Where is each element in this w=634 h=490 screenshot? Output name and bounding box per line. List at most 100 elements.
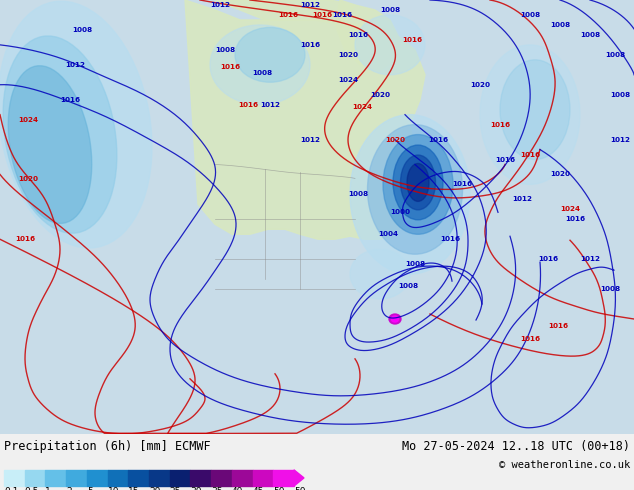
Text: 1012: 1012: [512, 196, 532, 202]
Ellipse shape: [407, 164, 429, 201]
Ellipse shape: [355, 15, 425, 75]
Bar: [4, 470, 25, 486]
Text: 50: 50: [294, 487, 306, 490]
Bar: [46, 470, 66, 486]
Text: 1008: 1008: [520, 12, 540, 18]
Text: 10: 10: [108, 487, 119, 490]
Text: 1016: 1016: [452, 181, 472, 188]
Text: 1020: 1020: [550, 172, 570, 177]
Text: 1008: 1008: [380, 7, 400, 13]
Ellipse shape: [3, 36, 117, 233]
Text: 1024: 1024: [18, 117, 38, 122]
Text: 1016: 1016: [238, 101, 258, 108]
Text: 1008: 1008: [215, 47, 235, 53]
Text: 1008: 1008: [405, 261, 425, 267]
Text: 1016: 1016: [440, 236, 460, 242]
Bar: [149, 470, 170, 486]
Text: 20: 20: [149, 487, 160, 490]
Text: 0.5: 0.5: [25, 487, 39, 490]
Polygon shape: [185, 0, 425, 239]
Text: 1020: 1020: [338, 52, 358, 58]
Text: 15: 15: [128, 487, 139, 490]
Text: 1024: 1024: [560, 206, 580, 212]
Text: 1016: 1016: [332, 12, 352, 18]
Ellipse shape: [235, 27, 305, 82]
Text: Mo 27-05-2024 12..18 UTC (00+18): Mo 27-05-2024 12..18 UTC (00+18): [402, 440, 630, 453]
Ellipse shape: [0, 1, 152, 248]
Text: 1008: 1008: [600, 286, 620, 292]
Ellipse shape: [8, 66, 92, 223]
Text: 35: 35: [211, 487, 223, 490]
Text: 1016: 1016: [520, 151, 540, 157]
Text: 1012: 1012: [610, 137, 630, 143]
Text: 1016: 1016: [348, 32, 368, 38]
Text: 5: 5: [87, 487, 93, 490]
Text: 1012: 1012: [300, 2, 320, 8]
Bar: [66, 470, 87, 486]
Text: 1020: 1020: [370, 92, 390, 98]
Text: 30: 30: [190, 487, 202, 490]
Text: 1008: 1008: [550, 22, 570, 28]
Bar: [190, 470, 211, 486]
Text: 1008: 1008: [348, 192, 368, 197]
Text: 50: 50: [273, 487, 285, 490]
Text: 1016: 1016: [428, 137, 448, 143]
Bar: [108, 470, 128, 486]
Text: 1016: 1016: [490, 122, 510, 127]
Text: 1008: 1008: [610, 92, 630, 98]
Text: 1012: 1012: [65, 62, 85, 68]
Bar: [87, 470, 108, 486]
Text: 1008: 1008: [605, 52, 625, 58]
Text: 1000: 1000: [390, 209, 410, 215]
Text: 1016: 1016: [402, 37, 422, 43]
Text: 1024: 1024: [352, 104, 372, 110]
Text: 2: 2: [66, 487, 72, 490]
Text: 45: 45: [252, 487, 264, 490]
Text: 1: 1: [46, 487, 51, 490]
Bar: [25, 470, 46, 486]
Text: Precipitation (6h) [mm] ECMWF: Precipitation (6h) [mm] ECMWF: [4, 440, 210, 453]
Ellipse shape: [392, 316, 399, 322]
Text: 1016: 1016: [565, 216, 585, 222]
Polygon shape: [335, 0, 400, 70]
Ellipse shape: [368, 124, 462, 254]
Bar: [170, 470, 190, 486]
Ellipse shape: [383, 135, 453, 234]
Bar: [252, 470, 273, 486]
Text: 1008: 1008: [252, 70, 272, 76]
Bar: [211, 470, 232, 486]
Bar: [273, 470, 294, 486]
Text: 1016: 1016: [220, 64, 240, 70]
Ellipse shape: [401, 155, 436, 210]
Text: 1020: 1020: [18, 176, 38, 182]
Text: 1016: 1016: [15, 236, 35, 242]
Text: 1024: 1024: [338, 77, 358, 83]
Text: 1016: 1016: [300, 42, 320, 48]
Text: 1012: 1012: [210, 2, 230, 8]
Text: 40: 40: [232, 487, 243, 490]
Text: 1012: 1012: [580, 256, 600, 262]
Text: 1016: 1016: [495, 156, 515, 163]
Text: 1020: 1020: [385, 137, 405, 143]
Text: 1016: 1016: [548, 323, 568, 329]
Ellipse shape: [350, 115, 470, 274]
Text: 1016: 1016: [538, 256, 558, 262]
Polygon shape: [294, 470, 304, 486]
Text: 1016: 1016: [520, 336, 540, 342]
Ellipse shape: [393, 145, 443, 220]
Text: 0.1: 0.1: [4, 487, 18, 490]
Text: 1012: 1012: [300, 137, 320, 143]
Ellipse shape: [389, 314, 401, 324]
Text: 1008: 1008: [72, 27, 92, 33]
Text: 1008: 1008: [398, 283, 418, 289]
Ellipse shape: [210, 25, 310, 105]
Ellipse shape: [350, 249, 410, 299]
Text: 1012: 1012: [260, 101, 280, 108]
Text: 1016: 1016: [278, 12, 298, 18]
Ellipse shape: [500, 60, 570, 160]
Bar: [232, 470, 252, 486]
Bar: [128, 470, 149, 486]
Polygon shape: [215, 0, 355, 25]
Text: 1004: 1004: [378, 231, 398, 237]
Text: 1008: 1008: [580, 32, 600, 38]
